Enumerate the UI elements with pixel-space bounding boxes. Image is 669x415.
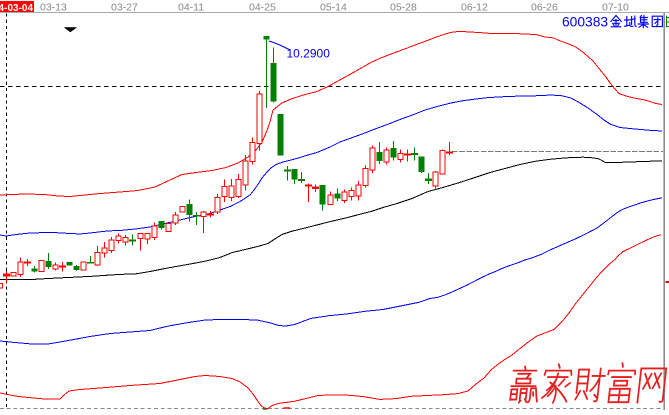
- svg-text:05-14: 05-14: [320, 2, 347, 14]
- svg-text:06-26: 06-26: [531, 2, 558, 14]
- svg-text:03-13: 03-13: [40, 2, 67, 14]
- svg-text:04-25: 04-25: [249, 2, 276, 14]
- svg-text:03-27: 03-27: [111, 2, 138, 14]
- svg-text:10.2900: 10.2900: [287, 47, 331, 61]
- svg-text:07-10: 07-10: [602, 2, 629, 14]
- svg-text:600383: 600383: [562, 15, 608, 30]
- svg-text:05-28: 05-28: [390, 2, 417, 14]
- svg-text:06-12: 06-12: [461, 2, 488, 14]
- svg-text:14-03-04: 14-03-04: [0, 3, 33, 14]
- svg-text:04-11: 04-11: [178, 2, 204, 14]
